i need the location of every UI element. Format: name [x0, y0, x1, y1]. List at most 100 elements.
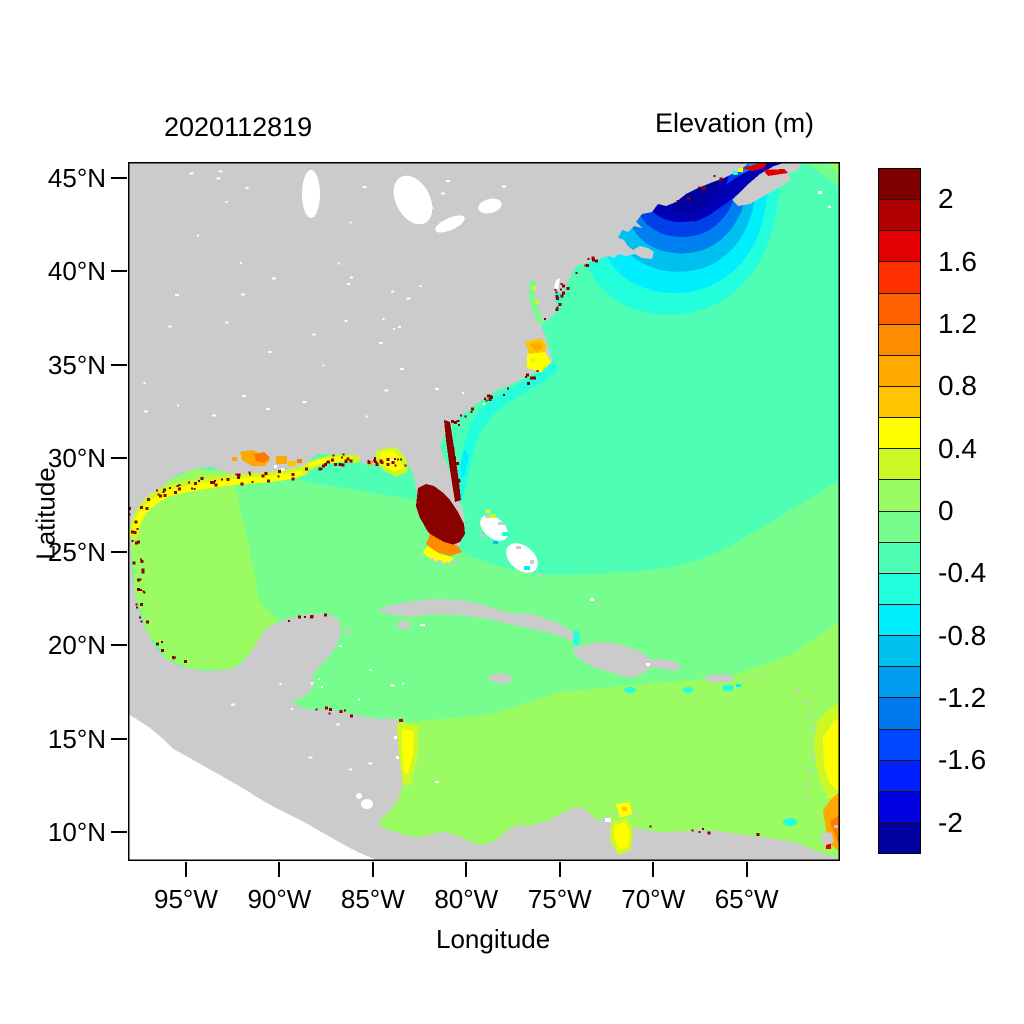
island-cuba [378, 599, 576, 641]
x-axis-title: Longitude [436, 924, 551, 954]
colorbar-cell [879, 480, 920, 512]
colorbar-tick-label: 1.2 [938, 307, 977, 339]
colorbar-cell [879, 573, 920, 605]
y-tick-mark [111, 457, 127, 460]
x-tick-mark [371, 862, 374, 877]
south-florida-flood [416, 420, 465, 565]
colorbar-tick-label: -0.8 [938, 619, 987, 651]
cyan-inner [461, 448, 469, 478]
colorbar-cell [879, 791, 920, 823]
turquoise-patches-south-of-islands [624, 684, 741, 693]
x-tick-mark [558, 862, 561, 877]
colorbar-tick-label: -0.4 [938, 557, 987, 589]
x-tick-mark [652, 862, 655, 877]
y-tick-mark [111, 644, 127, 647]
y-tick-mark [111, 363, 127, 366]
colorbar-cell [879, 667, 920, 699]
fundy-red-streak [733, 162, 831, 208]
colorbar-tick-label: -1.6 [938, 744, 987, 776]
x-tick-mark [745, 862, 748, 877]
x-tick-mark [184, 862, 187, 877]
y-tick-mark [111, 176, 127, 179]
bahamas-banks [480, 510, 600, 605]
hispaniola-lake [646, 663, 650, 666]
cuba-shoal [420, 624, 425, 626]
outside-domain-pacific [128, 714, 378, 861]
coastal-flood-speckles [128, 175, 760, 836]
ocean-corner-tinge [802, 162, 840, 188]
southeast-corner-features [783, 702, 840, 852]
y-tick-label: 35°N [47, 349, 106, 380]
island-tobago [834, 825, 838, 828]
colorbar-tick-label: 2 [938, 183, 954, 215]
y-tick-mark [111, 270, 127, 273]
x-tick-label: 90°W [247, 884, 312, 914]
colorbar-title: Elevation (m) [655, 108, 815, 138]
island-isle-of-youth [397, 621, 411, 629]
x-tick-label: 95°W [154, 884, 218, 914]
island-jamaica [488, 673, 512, 684]
land-mainland [128, 162, 840, 861]
colorbar-cell [879, 511, 920, 543]
land-white-flecks [143, 170, 506, 784]
colorbar-cell [879, 760, 920, 792]
colorbar-cell [879, 293, 920, 325]
colorbar-tick-label: 1.6 [938, 245, 977, 277]
y-tick-mark [111, 737, 127, 740]
y-tick-label: 20°N [47, 630, 106, 661]
colorbar-cell [879, 386, 920, 419]
y-tick-label: 10°N [47, 817, 106, 848]
colorbar-cell [879, 418, 920, 450]
y-tick-label: 15°N [47, 723, 106, 754]
map-canvas [128, 162, 840, 861]
island-hispaniola [572, 642, 682, 678]
ocean-eastern-gulf-spring [232, 468, 445, 632]
nicaragua-shelf-strip [394, 719, 419, 786]
timestamp-title: 2020112819 [164, 112, 313, 142]
x-tick-mark [278, 862, 281, 877]
colorbar-cell [879, 355, 920, 387]
x-tick-label: 70°W [621, 884, 686, 914]
maracaibo-patch [605, 802, 633, 855]
colorbar-tick-label: -1.2 [938, 682, 987, 714]
mississippi-delta-orange [232, 450, 302, 471]
colorbar-tick-label: -2 [938, 806, 963, 838]
x-tick-label: 85°W [340, 884, 405, 914]
colorbar-cell [879, 729, 920, 761]
pamlico-sound-patch [525, 338, 551, 372]
colorbar-tick-label: 0.8 [938, 370, 977, 402]
x-tick-label: 65°W [714, 884, 779, 914]
x-tick-label: 75°W [527, 884, 592, 914]
colorbar-cell [879, 542, 920, 574]
colorbar-cell [879, 200, 920, 232]
colorbar-cell [879, 822, 920, 854]
x-tick-mark [465, 862, 468, 877]
colorbar-tick-label: 0.4 [938, 432, 977, 464]
y-tick-mark [111, 550, 127, 553]
island-puerto-rico [706, 674, 734, 683]
map-border [128, 162, 840, 861]
colorbar-cell [879, 262, 920, 294]
colorbar-cell [879, 324, 920, 356]
colorbar-cell [879, 169, 920, 201]
colorbar-cell [879, 231, 920, 263]
x-tick-label: 80°W [434, 884, 499, 914]
colorbar-cell [879, 604, 920, 637]
ocean-corner-tinge2 [828, 162, 840, 176]
chesapeake-bay [529, 278, 560, 324]
y-tick-mark [111, 831, 127, 834]
colorbar [878, 168, 921, 854]
belize-reef [318, 678, 320, 680]
belize-reef2 [321, 686, 323, 688]
windward-passage-cyan [573, 630, 580, 646]
island-cozumel [345, 628, 349, 634]
y-tick-label: 45°N [47, 162, 106, 193]
colorbar-cell [879, 636, 920, 668]
y-tick-label: 40°N [47, 256, 106, 287]
ocean-western-gulf-lightgreen [131, 469, 278, 669]
y-tick-label: 30°N [47, 443, 106, 474]
y-tick-label: 25°N [47, 536, 106, 567]
colorbar-cell [879, 449, 920, 481]
great-lakes [302, 170, 502, 809]
